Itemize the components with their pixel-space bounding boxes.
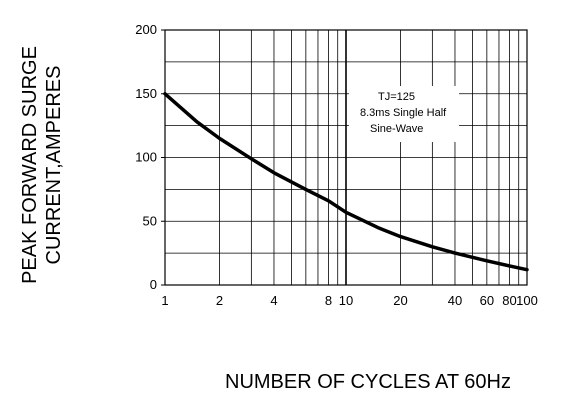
annotation-pulse: 8.3ms Single Half xyxy=(360,107,447,119)
annotation-tj: TJ=125 xyxy=(378,91,415,103)
data-point xyxy=(272,171,276,174)
data-point xyxy=(250,157,253,160)
x-tick-label: 100 xyxy=(516,293,538,308)
data-point xyxy=(431,245,434,248)
y-axis-title-line-2: CURRENT,AMPERES xyxy=(43,66,65,265)
annotation-waveform: Sine-Wave xyxy=(370,123,423,135)
data-point xyxy=(453,251,457,255)
annotation-box: TJ=125 8.3ms Single Half Sine-Wave xyxy=(349,86,459,142)
chart-marks xyxy=(163,92,529,272)
chart-grid xyxy=(164,29,527,286)
data-point xyxy=(485,259,489,262)
data-point xyxy=(376,226,380,229)
y-axis-title: PEAK FORWARD SURGE xyxy=(19,46,41,284)
x-tick-label: 80 xyxy=(502,293,516,308)
y-tick-label: 50 xyxy=(143,213,157,228)
data-point xyxy=(399,235,402,238)
x-tick-label: 60 xyxy=(480,293,494,308)
data-point xyxy=(508,264,511,268)
x-tick-label: 20 xyxy=(393,293,407,308)
y-tick-label: 150 xyxy=(135,86,157,101)
data-point xyxy=(344,211,348,214)
data-point xyxy=(525,268,529,271)
y-tick-label: 200 xyxy=(135,22,157,37)
data-point xyxy=(304,188,308,191)
data-point xyxy=(195,120,199,124)
x-tick-label: 8 xyxy=(325,293,332,308)
x-tick-label: 4 xyxy=(270,293,277,308)
data-point xyxy=(218,137,221,140)
x-tick-label: 10 xyxy=(339,293,353,308)
y-tick-label: 100 xyxy=(135,150,157,165)
x-tick-label: 40 xyxy=(448,293,462,308)
data-point xyxy=(327,199,330,203)
x-tick-label: 1 xyxy=(161,293,168,308)
y-tick-label: 0 xyxy=(150,277,157,292)
x-tick-label: 2 xyxy=(216,293,223,308)
x-axis-title: NUMBER OF CYCLES AT 60Hz xyxy=(225,371,511,393)
